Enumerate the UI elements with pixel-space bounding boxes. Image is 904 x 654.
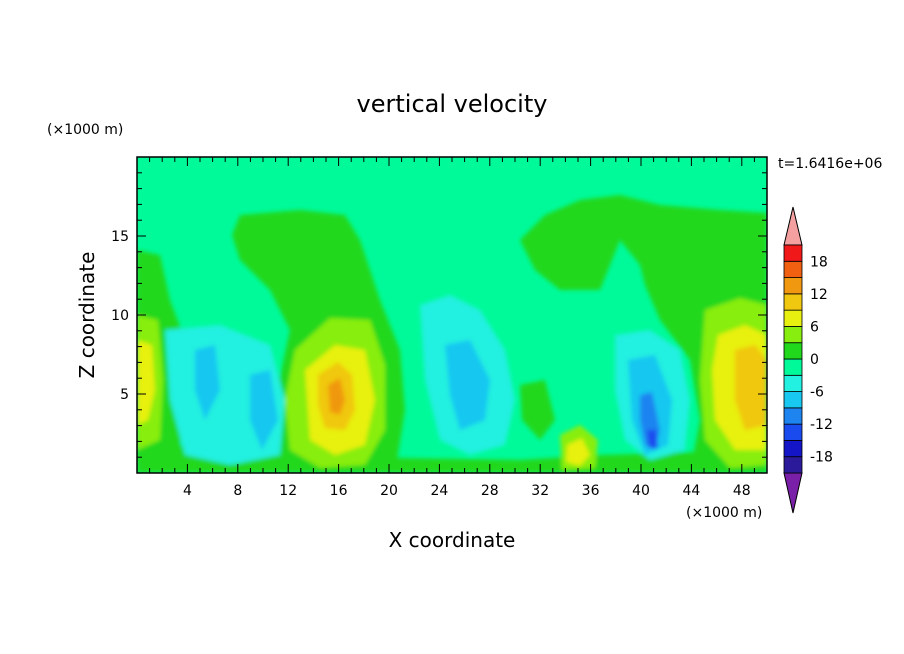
colorbar-swatch [783,440,803,458]
colorbar-swatch [783,342,803,360]
contour-up-16-l4 [328,378,345,415]
colorbar-swatch [783,309,803,327]
x-tick-label: 12 [279,483,297,499]
x-tick-label: 8 [233,483,242,499]
colorbar-tick-label: 6 [810,319,819,335]
x-tick-label: 28 [481,483,499,499]
colorbar-under-triangle [783,472,803,514]
x-tick-label: 16 [330,483,348,499]
x-tick-label: 36 [582,483,600,499]
x-tick-label: 40 [632,483,650,499]
colorbar-swatch [783,244,803,262]
velocity-field [137,157,767,473]
contour-up-0-l2 [137,340,155,425]
x-tick-label: 4 [183,483,192,499]
colorbar-swatch [783,407,803,425]
y-tick-label: 15 [111,229,129,245]
colorbar-tick-label: 18 [810,254,828,270]
x-tick-label: 32 [531,483,549,499]
colorbar-tick-label: -12 [810,417,833,433]
colorbar-swatch [783,277,803,295]
y-tick-label: 5 [120,387,129,403]
colorbar-swatch [783,456,803,474]
colorbar-swatch [783,326,803,344]
contour-down-3d [647,430,658,448]
x-tick-label: 20 [380,483,398,499]
y-tick-label: 10 [111,308,129,324]
contour-up-34-l2 [566,438,590,466]
x-tick-label: 48 [733,483,751,499]
contour-down-1c [250,370,278,450]
colorbar-swatch [783,358,803,376]
x-tick-label: 24 [430,483,448,499]
colorbar-over-triangle [783,206,803,246]
contour-up-48-l3 [735,345,767,430]
x-unit-label: (×1000 m) [686,505,762,521]
colorbar-swatch [783,423,803,441]
colorbar: 18 12 6 0 -6 -12 -18 [783,206,833,514]
x-tick-label: 44 [682,483,700,499]
contour-bottom-strip [137,440,767,473]
colorbar-tick-label: 12 [810,287,828,303]
chart-title: vertical velocity [357,90,548,118]
colorbar-swatch [783,293,803,311]
contour-down-2b [445,340,490,430]
colorbar-tick-label: -6 [810,385,824,401]
colorbar-swatch [783,391,803,409]
contour-down-1b [195,345,220,420]
y-axis-label: Z coordinate [75,252,99,379]
y-unit-label: (×1000 m) [47,122,123,138]
colorbar-tick-label: -18 [810,450,833,466]
colorbar-swatch [783,260,803,278]
contour-mid-patch [520,380,555,440]
colorbar-swatch [783,374,803,392]
colorbar-tick-label: 0 [810,352,819,368]
time-label: t=1.6416e+06 [778,156,882,172]
x-axis-label: X coordinate [389,528,516,552]
